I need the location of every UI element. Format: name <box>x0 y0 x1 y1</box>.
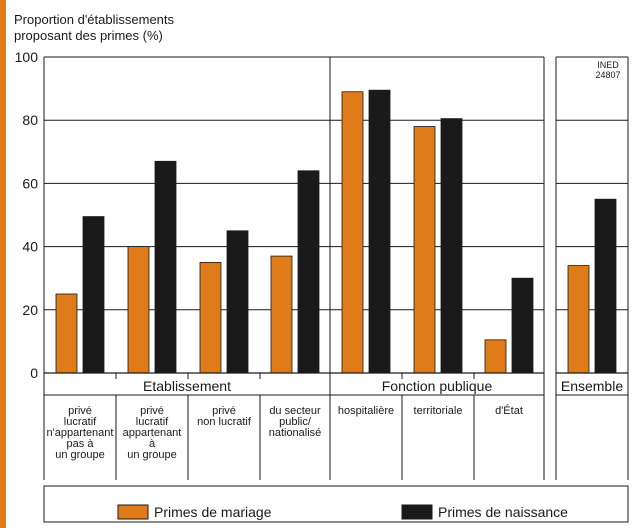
category-label-3-line-1: public/ <box>279 416 312 428</box>
bar-primes-de-naissance-6 <box>511 277 534 374</box>
bar-primes-de-naissance-5 <box>440 118 463 374</box>
y-tick-label-0: 0 <box>30 365 38 381</box>
bar-primes-de-mariage-6 <box>484 339 507 374</box>
bar-primes-de-mariage-3 <box>270 255 293 374</box>
source-note-line-1: INED <box>597 60 619 70</box>
bar-primes-de-mariage-2 <box>199 261 222 374</box>
bar-primes-de-mariage-0 <box>55 293 78 374</box>
category-label-5: territoriale <box>414 405 463 417</box>
source-note-line-2: 24807 <box>595 70 620 80</box>
bar-primes-de-mariage-5 <box>413 126 436 374</box>
category-label-3: du secteur public/nationalisé <box>269 405 322 439</box>
source-note: INED 24807 <box>595 60 620 80</box>
legend-label-primes-de-naissance: Primes de naissance <box>438 504 568 520</box>
y-tick-label-20: 20 <box>22 302 38 318</box>
category-label-5-line-0: territoriale <box>414 405 463 417</box>
legend-frame <box>43 485 629 523</box>
category-label-0-line-3: pas à <box>67 438 95 450</box>
bar-primes-de-naissance-4 <box>368 89 391 374</box>
group-label-etablissement: Etablissement <box>143 378 231 394</box>
category-label-1-line-1: lucratif <box>136 416 169 428</box>
category-label-0-line-2: n'appartenant <box>47 427 114 439</box>
bar-primes-de-naissance-2 <box>226 230 249 374</box>
category-label-1-line-4: un groupe <box>127 449 177 461</box>
group-label-fonction-publique: Fonction publique <box>382 378 493 394</box>
category-label-0: privé lucratif n'appartenant pas à un groupe <box>47 405 114 461</box>
y-tick-label-60: 60 <box>22 175 38 191</box>
category-label-2-line-1: non lucratif <box>197 416 252 428</box>
y-axis-title-line-2: proposant des primes (%) <box>14 28 163 43</box>
y-axis-ticks: 0 20 40 60 80 100 <box>15 49 39 381</box>
group-labels: Etablissement Fonction publique Ensemble <box>143 378 623 394</box>
bar-primes-de-naissance-1 <box>154 160 177 374</box>
category-label-6: d'État <box>495 404 523 417</box>
bar-primes-de-naissance-7 <box>594 198 617 374</box>
bar-primes-de-naissance-0 <box>82 216 105 374</box>
legend-swatch-primes-de-mariage <box>117 504 149 520</box>
bar-primes-de-mariage-4 <box>341 91 364 374</box>
category-label-1-line-2: appartenant <box>123 427 182 439</box>
category-label-0-line-1: lucratif <box>64 416 97 428</box>
category-label-0-line-4: un groupe <box>55 449 105 461</box>
category-label-1-line-0: privé <box>140 405 164 417</box>
panel-frames <box>43 57 629 480</box>
bar-primes-de-mariage-1 <box>127 246 150 374</box>
bar-primes-de-mariage-7 <box>567 265 590 374</box>
y-axis-title: Proportion d'établissements proposant de… <box>14 12 175 43</box>
bar-primes-de-naissance-3 <box>297 170 320 374</box>
category-label-2-line-0: privé <box>212 405 236 417</box>
category-label-6-line-0: d'État <box>495 404 523 417</box>
category-label-0-line-0: privé <box>68 405 92 417</box>
group-label-ensemble: Ensemble <box>561 378 623 394</box>
left-accent-bar <box>0 0 6 528</box>
y-tick-label-40: 40 <box>22 239 38 255</box>
category-label-3-line-2: nationalisé <box>269 427 322 439</box>
y-axis-title-line-1: Proportion d'établissements <box>14 12 175 27</box>
category-label-3-line-0: du secteur <box>269 405 321 417</box>
category-label-4: hospitalière <box>338 405 394 417</box>
legend: Primes de mariage Primes de naissance <box>43 485 629 523</box>
category-label-4-line-0: hospitalière <box>338 405 394 417</box>
category-label-1-line-3: à <box>149 438 156 450</box>
legend-swatch-primes-de-naissance <box>401 504 433 520</box>
bars <box>55 89 617 374</box>
legend-label-primes-de-mariage: Primes de mariage <box>154 504 272 520</box>
category-label-2: privé non lucratif <box>197 405 252 428</box>
y-tick-label-80: 80 <box>22 112 38 128</box>
y-tick-label-100: 100 <box>15 49 39 65</box>
category-label-1: privé lucratif appartenant à un groupe <box>123 405 182 461</box>
category-labels: privé lucratif n'appartenant pas à un groupe… <box>47 404 523 461</box>
